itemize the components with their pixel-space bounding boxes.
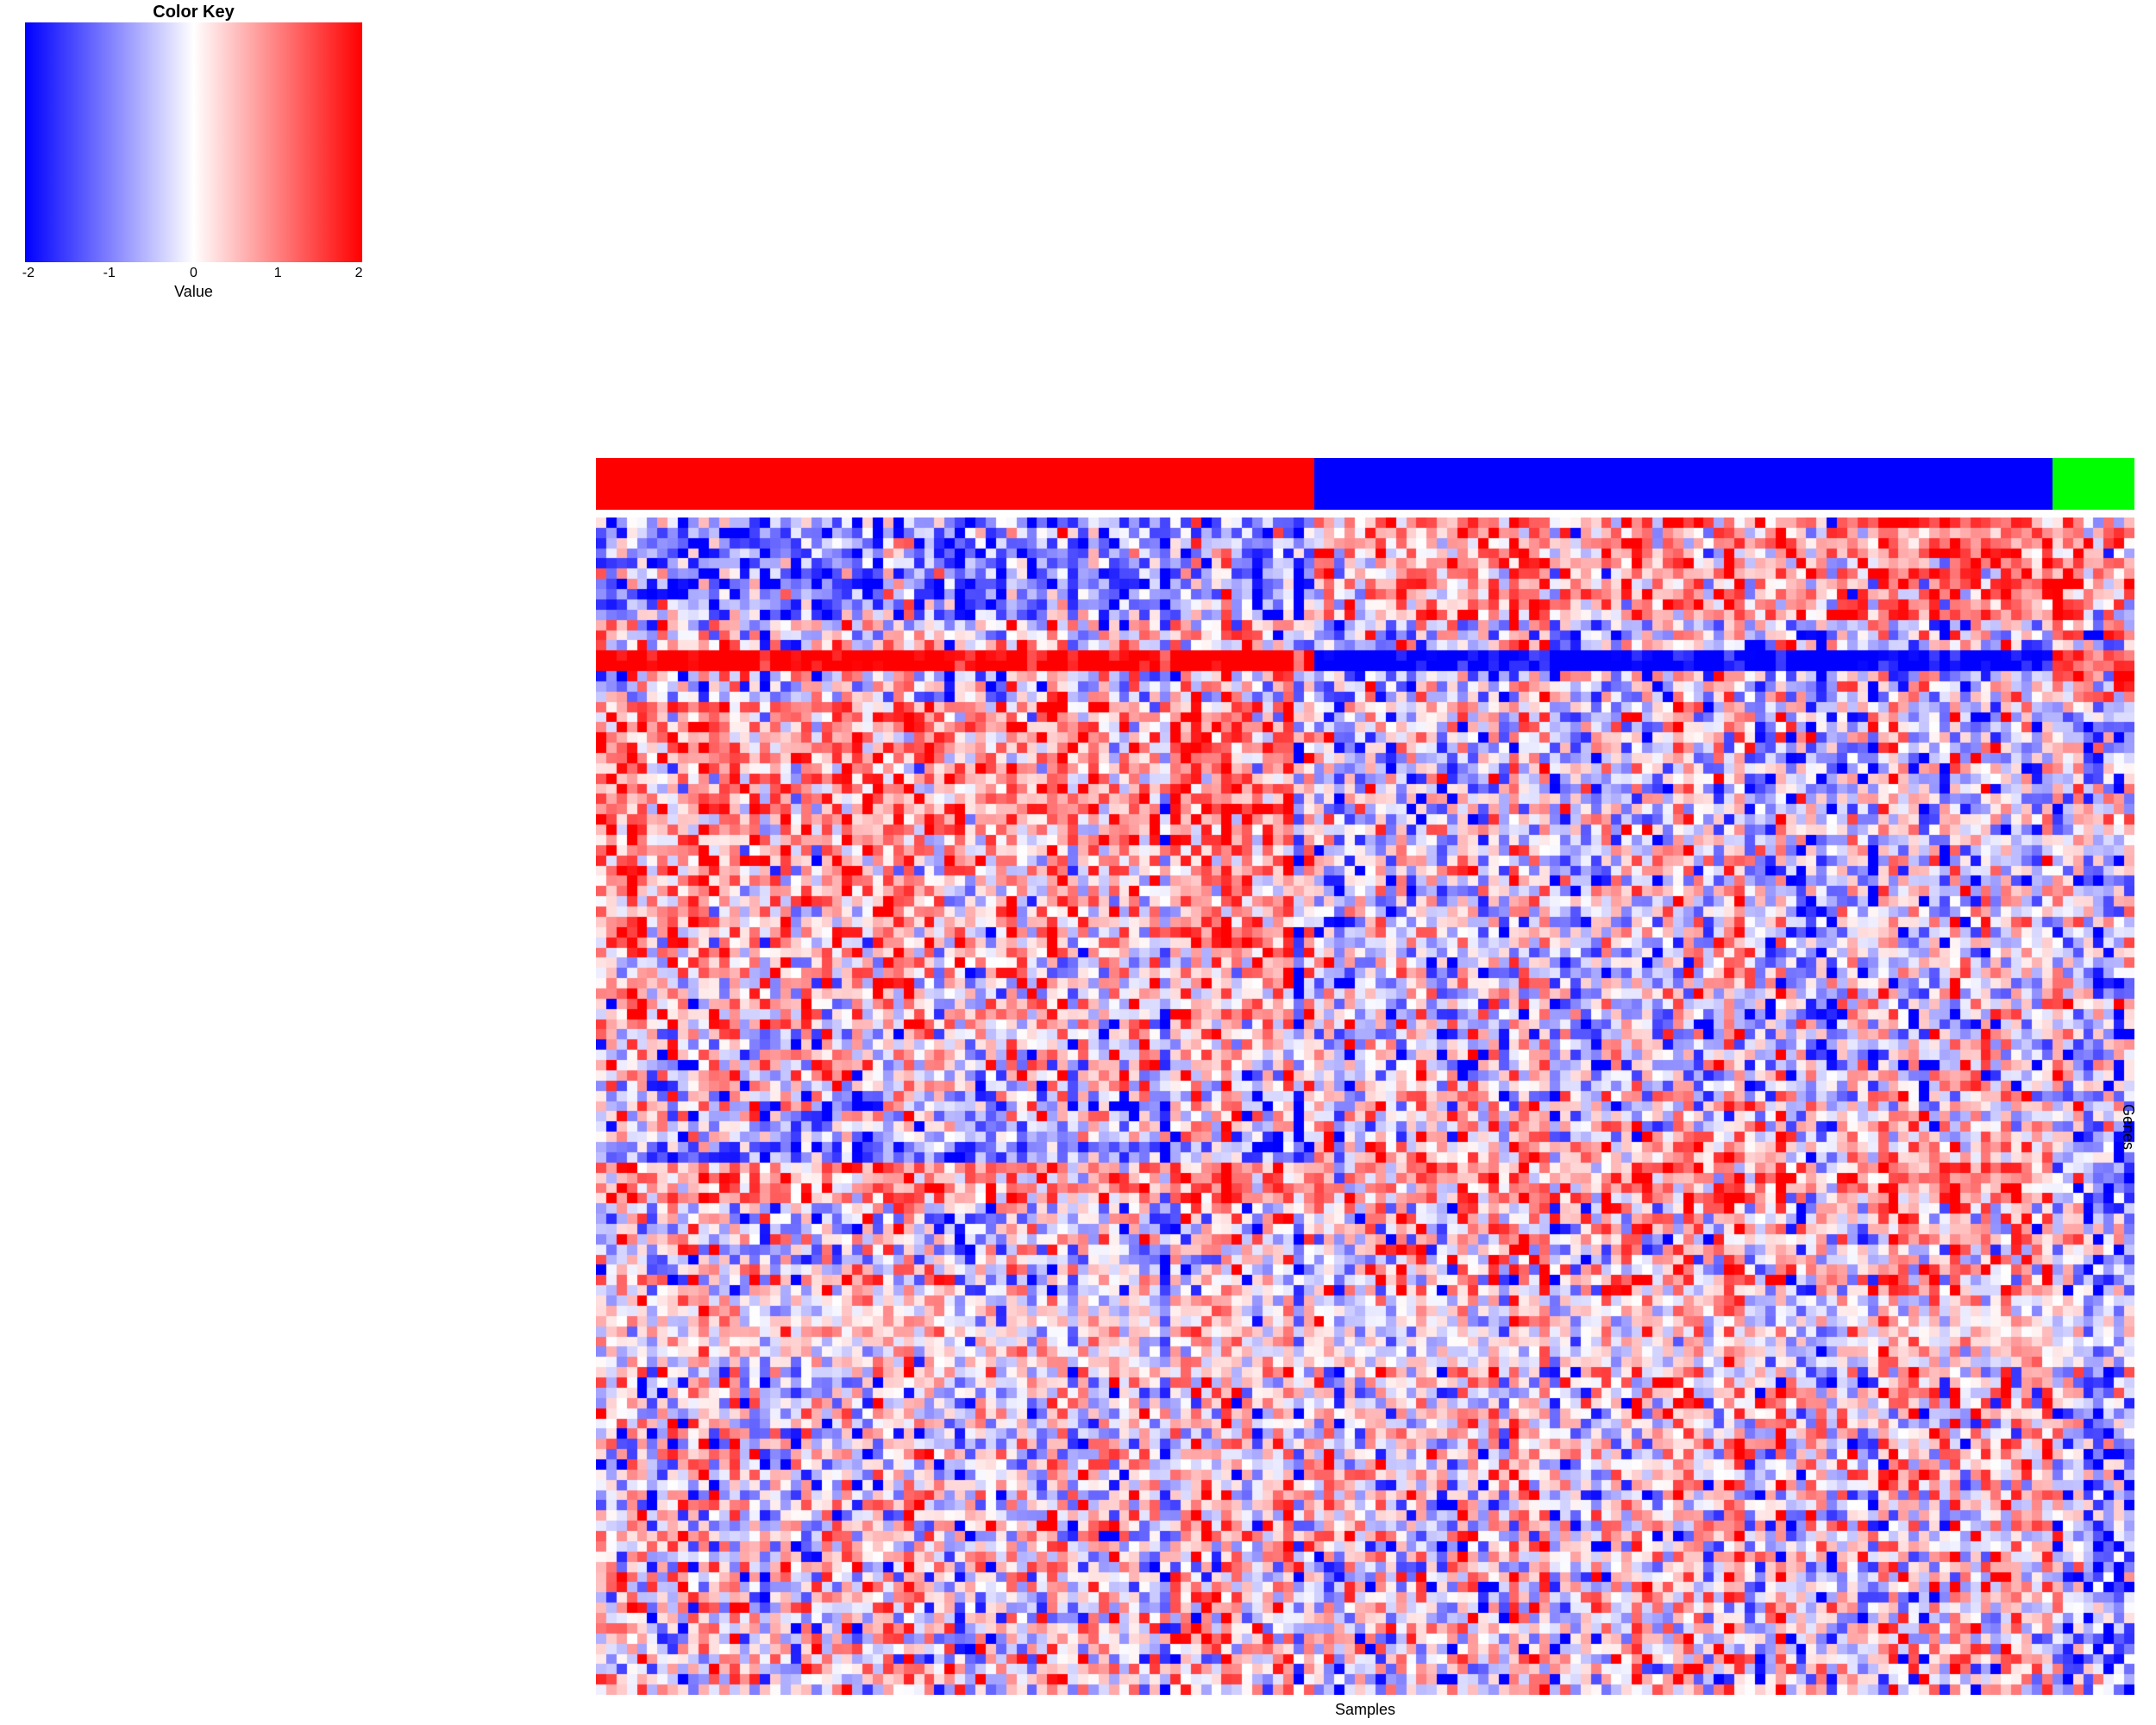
- color-key-tick: 2: [354, 266, 363, 280]
- column-side-colorbar: [596, 458, 2134, 510]
- color-key-tick: 0: [190, 266, 197, 280]
- color-key-tick: -2: [22, 266, 35, 280]
- color-key-tick: 1: [273, 266, 282, 280]
- color-key-tick: -1: [103, 266, 116, 280]
- color-key-axis-label: Value: [174, 283, 213, 300]
- color-key-ticks: -2 -1 0 1 2: [22, 266, 363, 283]
- colorbar-segment-group1: [596, 458, 1314, 510]
- color-key-title: Color Key: [153, 3, 235, 22]
- colorbar-segment-group3: [2052, 458, 2134, 510]
- color-key-gradient: [25, 22, 362, 262]
- genes-axis-label: Genes: [2120, 1104, 2137, 1151]
- color-key: Color Key -2 -1 0 1 2 Value: [22, 2, 363, 301]
- samples-axis-label: Samples: [1334, 1701, 1396, 1718]
- colorbar-segment-group2: [1313, 458, 2053, 510]
- heatmap-canvas: [596, 518, 2134, 1695]
